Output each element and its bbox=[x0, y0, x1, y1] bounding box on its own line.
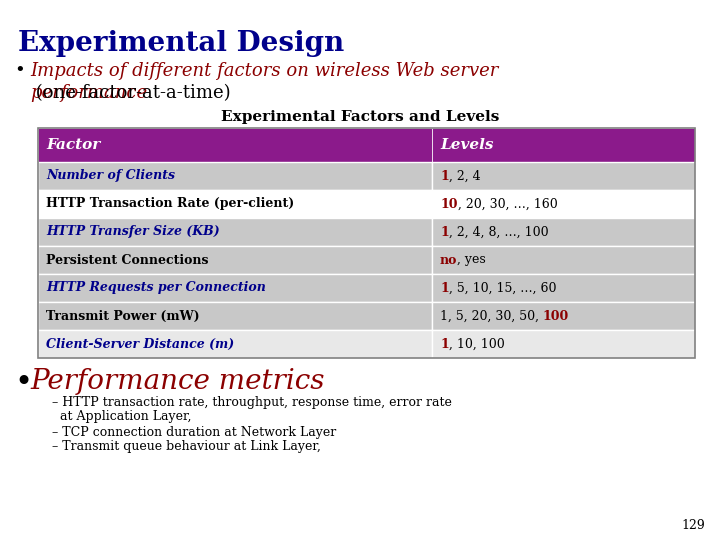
Text: Impacts of different factors on wireless Web server: Impacts of different factors on wireless… bbox=[30, 62, 498, 80]
Text: 1, 5, 20, 30, 50,: 1, 5, 20, 30, 50, bbox=[440, 309, 543, 322]
Text: 1: 1 bbox=[440, 170, 449, 183]
Text: (one-factor-at-a-time): (one-factor-at-a-time) bbox=[30, 84, 230, 102]
Text: , 20, 30, …, 160: , 20, 30, …, 160 bbox=[457, 198, 557, 211]
Bar bbox=[38, 274, 432, 302]
Text: – Transmit queue behaviour at Link Layer,: – Transmit queue behaviour at Link Layer… bbox=[52, 440, 321, 453]
Text: Persistent Connections: Persistent Connections bbox=[46, 253, 209, 267]
Bar bbox=[38, 302, 432, 330]
Bar bbox=[432, 128, 695, 162]
Bar bbox=[38, 190, 432, 218]
Text: 1: 1 bbox=[440, 338, 449, 350]
Text: at Application Layer,: at Application Layer, bbox=[52, 410, 192, 423]
Text: , 2, 4: , 2, 4 bbox=[449, 170, 480, 183]
Bar bbox=[432, 302, 695, 330]
Bar bbox=[432, 274, 695, 302]
Text: HTTP Requests per Connection: HTTP Requests per Connection bbox=[46, 281, 266, 294]
Text: Transmit Power (mW): Transmit Power (mW) bbox=[46, 309, 199, 322]
Text: •: • bbox=[14, 62, 24, 80]
Bar bbox=[432, 162, 695, 190]
Text: , 2, 4, 8, …, 100: , 2, 4, 8, …, 100 bbox=[449, 226, 549, 239]
Bar bbox=[38, 218, 432, 246]
Text: Experimental Design: Experimental Design bbox=[18, 30, 344, 57]
Text: Experimental Factors and Levels: Experimental Factors and Levels bbox=[221, 110, 499, 124]
Bar bbox=[432, 190, 695, 218]
Text: 10: 10 bbox=[440, 198, 457, 211]
Bar bbox=[432, 330, 695, 358]
Bar bbox=[38, 330, 432, 358]
Text: 129: 129 bbox=[681, 519, 705, 532]
Bar bbox=[38, 128, 432, 162]
Text: 1: 1 bbox=[440, 226, 449, 239]
Text: , 10, 100: , 10, 100 bbox=[449, 338, 505, 350]
Text: HTTP Transfer Size (KB): HTTP Transfer Size (KB) bbox=[46, 226, 220, 239]
Text: , yes: , yes bbox=[457, 253, 486, 267]
Text: HTTP Transaction Rate (per-client): HTTP Transaction Rate (per-client) bbox=[46, 198, 294, 211]
Bar bbox=[38, 246, 432, 274]
Text: Factor: Factor bbox=[46, 138, 100, 152]
Bar bbox=[432, 246, 695, 274]
Bar bbox=[38, 128, 695, 358]
Text: , 5, 10, 15, …, 60: , 5, 10, 15, …, 60 bbox=[449, 281, 557, 294]
Text: Number of Clients: Number of Clients bbox=[46, 170, 175, 183]
Text: Client-Server Distance (m): Client-Server Distance (m) bbox=[46, 338, 234, 350]
Bar bbox=[38, 162, 432, 190]
Text: performance: performance bbox=[30, 84, 147, 102]
Text: Performance metrics: Performance metrics bbox=[30, 368, 325, 395]
Text: 100: 100 bbox=[543, 309, 570, 322]
Text: •: • bbox=[14, 368, 32, 399]
Bar bbox=[432, 218, 695, 246]
Text: Levels: Levels bbox=[440, 138, 493, 152]
Text: 1: 1 bbox=[440, 281, 449, 294]
Text: no: no bbox=[440, 253, 457, 267]
Text: – TCP connection duration at Network Layer: – TCP connection duration at Network Lay… bbox=[52, 426, 336, 439]
Text: – HTTP transaction rate, throughput, response time, error rate: – HTTP transaction rate, throughput, res… bbox=[52, 396, 452, 409]
